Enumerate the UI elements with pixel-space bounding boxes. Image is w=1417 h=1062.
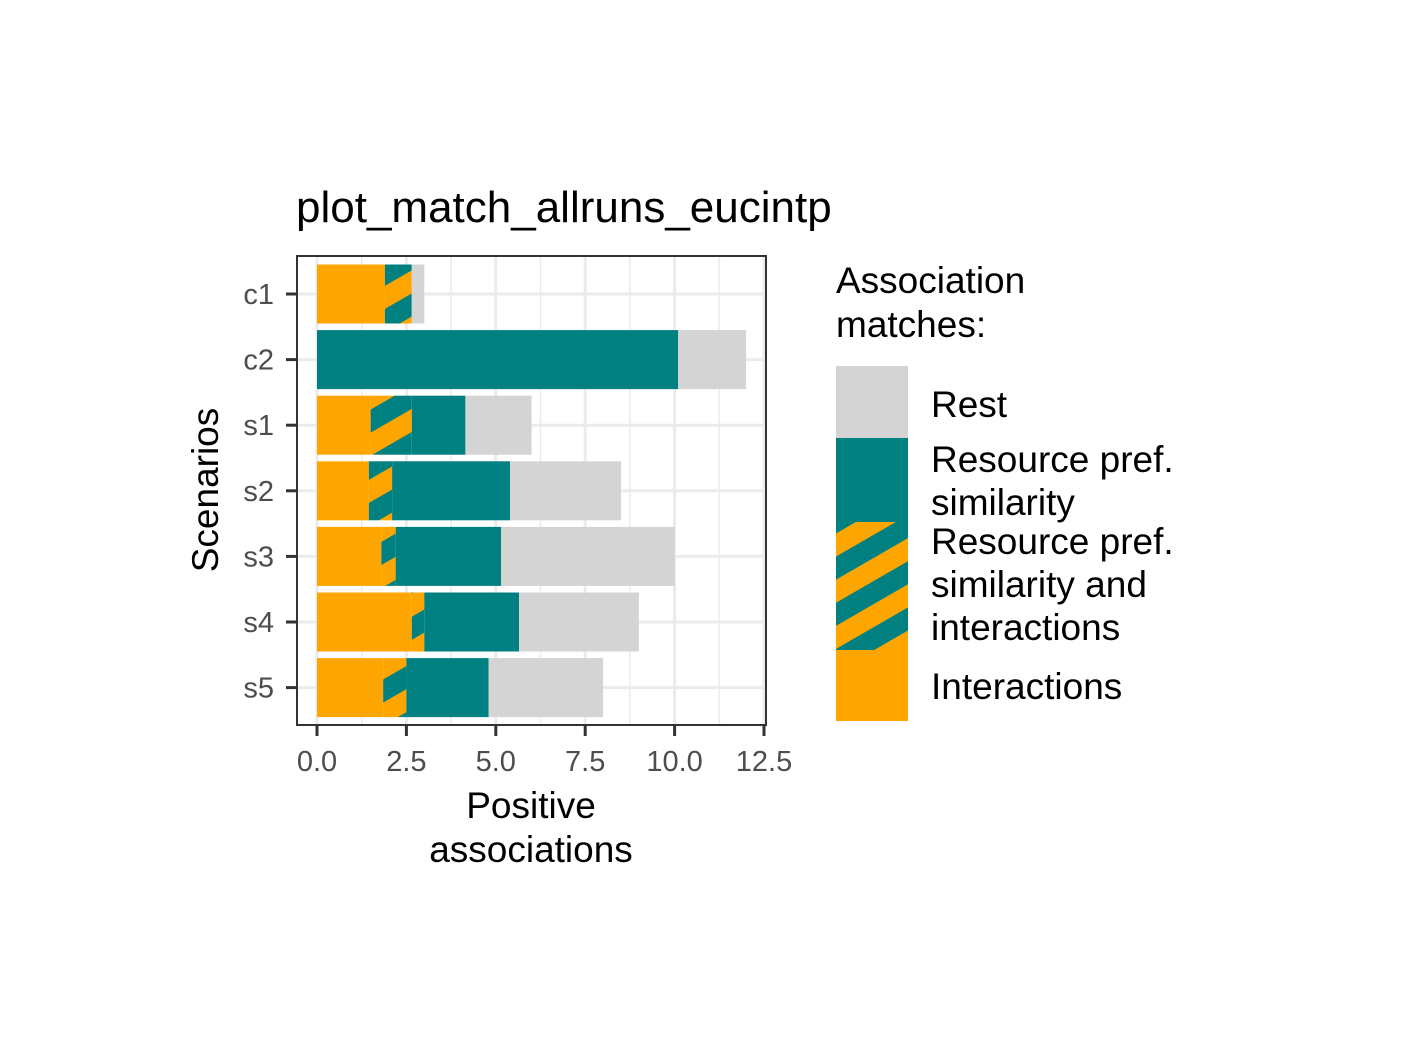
x-tick-label: 2.5 bbox=[386, 746, 426, 778]
bar-s5-rest bbox=[488, 658, 604, 718]
bar-c1-interactions bbox=[317, 264, 385, 324]
x-axis: 0.0 2.5 5.0 7.5 10.0 12.5 bbox=[297, 725, 792, 778]
legend: Association matches: Rest Resource pref. sim… bbox=[836, 260, 1174, 721]
y-axis-title: Scenarios bbox=[185, 408, 226, 573]
legend-key-rest bbox=[836, 366, 908, 438]
bar-s1-resource bbox=[411, 395, 466, 455]
legend-title: Association matches: bbox=[836, 260, 1025, 345]
legend-label-rest: Rest bbox=[931, 384, 1008, 425]
y-tick-label: s3 bbox=[243, 541, 274, 573]
x-axis-title: Positive associations bbox=[429, 785, 633, 870]
bar-c2-resource bbox=[317, 330, 679, 390]
bar-s2-resource bbox=[392, 461, 511, 521]
x-tick-label: 12.5 bbox=[736, 746, 792, 778]
bar-s1-interactions bbox=[317, 395, 371, 455]
legend-label-both: Resource pref. similarity and interactions bbox=[931, 521, 1174, 648]
y-tick-label: c2 bbox=[243, 345, 274, 377]
legend-label-interactions: Interactions bbox=[931, 666, 1122, 707]
bar-s3-rest bbox=[501, 526, 675, 586]
bar-s4-both bbox=[411, 592, 425, 652]
x-tick-label: 5.0 bbox=[476, 746, 516, 778]
bar-s3-interactions bbox=[317, 526, 382, 586]
y-tick-label: s4 bbox=[243, 607, 274, 639]
y-tick-label: s5 bbox=[243, 673, 274, 705]
y-tick-label: c1 bbox=[243, 279, 274, 311]
legend-key-resource bbox=[836, 438, 908, 522]
bars bbox=[317, 264, 747, 718]
y-tick-label: s2 bbox=[243, 476, 274, 508]
bar-s2-interactions bbox=[317, 461, 369, 521]
bar-s4-resource bbox=[424, 592, 520, 652]
legend-label-resource: Resource pref. similarity bbox=[931, 439, 1174, 523]
bar-c1-rest bbox=[411, 264, 425, 324]
x-tick-label: 10.0 bbox=[646, 746, 702, 778]
bar-s1-rest bbox=[465, 395, 532, 455]
bar-c2-rest bbox=[678, 330, 747, 390]
y-tick-label: s1 bbox=[243, 410, 274, 442]
y-axis: c1 c2 s1 s2 s3 s4 s5 bbox=[243, 279, 297, 705]
bar-s1-both bbox=[370, 395, 412, 455]
bar-s4-rest bbox=[519, 592, 639, 652]
x-tick-label: 7.5 bbox=[565, 746, 605, 778]
bar-s3-both bbox=[381, 526, 396, 586]
bar-c1-both bbox=[384, 264, 412, 324]
bar-s5-resource bbox=[406, 658, 489, 718]
x-tick-label: 0.0 bbox=[297, 746, 337, 778]
bar-s4-interactions bbox=[317, 592, 412, 652]
bar-s5-interactions bbox=[317, 658, 384, 718]
legend-key-both bbox=[836, 522, 908, 650]
bar-s3-resource bbox=[395, 526, 502, 586]
legend-key-interactions bbox=[836, 650, 908, 721]
bar-s2-both bbox=[368, 461, 393, 521]
bar-s2-rest bbox=[510, 461, 621, 521]
bar-s5-both bbox=[383, 658, 407, 718]
chart-title: plot_match_allruns_eucintp bbox=[296, 183, 832, 232]
